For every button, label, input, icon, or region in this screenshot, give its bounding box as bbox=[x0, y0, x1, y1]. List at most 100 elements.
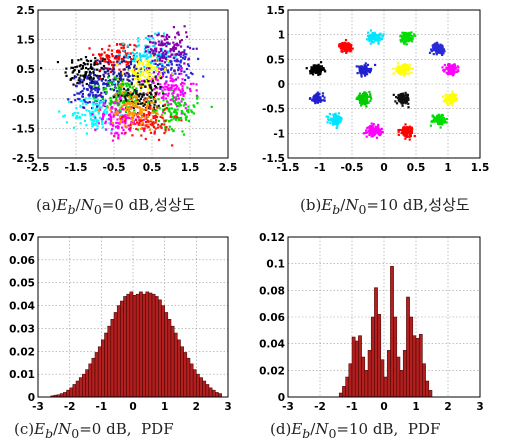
scatter-point bbox=[367, 126, 370, 129]
scatter-point bbox=[120, 57, 123, 61]
scatter-point bbox=[150, 87, 153, 90]
scatter-point bbox=[110, 106, 114, 109]
scatter-point bbox=[115, 74, 119, 77]
scatter-point bbox=[135, 65, 138, 68]
histogram-bar bbox=[406, 296, 410, 398]
scatter-point bbox=[411, 35, 414, 38]
scatter-point bbox=[408, 138, 411, 141]
caption-c: (c)Eb/N0=0 dB, PDF bbox=[14, 420, 174, 441]
scatter-point bbox=[315, 97, 318, 101]
scatter-point bbox=[449, 100, 453, 103]
x-tick-label: 2.5 bbox=[219, 162, 238, 174]
scatter-point bbox=[358, 68, 361, 72]
scatter-point bbox=[154, 62, 157, 66]
y-tick-label: -0.5 bbox=[262, 104, 285, 116]
scatter-point bbox=[184, 103, 187, 106]
scatter-point bbox=[366, 95, 369, 98]
scatter-point bbox=[397, 130, 400, 133]
scatter-point bbox=[406, 33, 410, 36]
scatter-point bbox=[89, 59, 93, 62]
scatter-point bbox=[118, 51, 122, 54]
scatter-point bbox=[123, 72, 126, 75]
scatter-point bbox=[173, 115, 176, 118]
scatter-point bbox=[452, 73, 455, 76]
scatter-point bbox=[176, 94, 179, 97]
scatter-point bbox=[433, 116, 436, 119]
scatter-point bbox=[400, 68, 403, 72]
scatter-point bbox=[166, 63, 169, 67]
scatter-point bbox=[363, 101, 367, 104]
scatter-point bbox=[344, 45, 347, 48]
scatter-point bbox=[135, 87, 138, 90]
scatter-point bbox=[131, 122, 134, 125]
scatter-point bbox=[440, 44, 443, 47]
histogram-bar bbox=[402, 350, 407, 398]
scatter-point bbox=[109, 79, 112, 82]
scatter-point bbox=[155, 50, 158, 53]
scatter-point bbox=[448, 96, 451, 99]
scatter-point bbox=[164, 69, 167, 72]
scatter-point bbox=[172, 49, 175, 53]
scatter-point bbox=[153, 110, 156, 113]
scatter-point bbox=[120, 114, 123, 117]
scatter-point bbox=[408, 36, 411, 40]
scatter-point bbox=[179, 55, 182, 58]
scatter-point bbox=[111, 70, 114, 73]
scatter-point bbox=[103, 91, 106, 94]
histogram-bar bbox=[145, 291, 150, 398]
scatter-point bbox=[364, 129, 368, 132]
scatter-point bbox=[180, 38, 183, 42]
scatter-point bbox=[433, 42, 436, 45]
scatter-point bbox=[186, 63, 190, 66]
scatter-point bbox=[135, 55, 138, 58]
scatter-point bbox=[93, 74, 96, 77]
scatter-point bbox=[432, 46, 435, 49]
scatter-point bbox=[156, 59, 159, 62]
scatter-point bbox=[107, 54, 110, 58]
scatter-point bbox=[137, 57, 140, 60]
scatter-point bbox=[367, 67, 371, 71]
scatter-point bbox=[170, 63, 173, 66]
scatter-point bbox=[113, 57, 116, 60]
scatter-point bbox=[314, 67, 317, 71]
scatter-point bbox=[99, 108, 102, 111]
scatter-point bbox=[109, 115, 113, 119]
scatter-point bbox=[152, 71, 155, 74]
x-tick-label: 1 bbox=[161, 401, 168, 410]
x-tick-label: 1.5 bbox=[181, 162, 200, 174]
scatter-point bbox=[178, 102, 181, 106]
scatter-point bbox=[437, 113, 440, 116]
scatter-point bbox=[128, 97, 131, 100]
scatter-point bbox=[145, 80, 148, 83]
scatter-point bbox=[122, 117, 126, 121]
scatter-point bbox=[97, 53, 101, 56]
histogram-bar bbox=[75, 380, 80, 398]
scatter-point bbox=[121, 85, 124, 88]
scatter-point bbox=[131, 70, 134, 73]
scatter-point bbox=[358, 96, 361, 99]
scatter-point bbox=[105, 55, 108, 58]
scatter-point bbox=[430, 49, 434, 53]
scatter-point bbox=[314, 93, 318, 97]
scatter-point bbox=[309, 97, 312, 100]
scatter-point bbox=[141, 62, 145, 65]
scatter-point bbox=[153, 66, 156, 69]
scatter-point bbox=[112, 61, 115, 64]
scatter-point bbox=[177, 116, 181, 120]
scatter-point bbox=[176, 105, 179, 108]
scatter-point bbox=[165, 75, 168, 79]
scatter-point bbox=[146, 50, 149, 53]
scatter-point bbox=[341, 50, 344, 53]
x-tick-label: 0 bbox=[380, 162, 387, 174]
scatter-point bbox=[183, 113, 187, 116]
scatter-point bbox=[151, 124, 154, 127]
scatter-point bbox=[404, 134, 408, 137]
scatter-point bbox=[125, 65, 128, 69]
scatter-point bbox=[400, 129, 404, 132]
scatter-point bbox=[157, 54, 160, 58]
scatter-point bbox=[330, 117, 333, 120]
scatter-point bbox=[326, 121, 329, 124]
scatter-point bbox=[143, 80, 146, 83]
scatter-point bbox=[180, 67, 183, 70]
scatter-point bbox=[147, 48, 150, 51]
